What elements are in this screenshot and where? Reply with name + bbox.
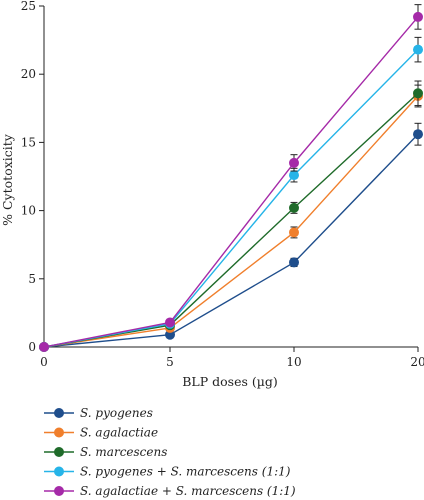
legend-label: S. marcescens (80, 445, 167, 459)
x-tick-label: 0 (40, 355, 48, 369)
data-point (289, 157, 299, 168)
y-tick-label: 10 (21, 204, 36, 218)
axes: 0 5 10 15 20 25 0 5 10 20 (21, 0, 424, 369)
data-point (413, 88, 423, 99)
series-3 (39, 80, 423, 352)
series-4 (39, 36, 423, 352)
data-point (289, 227, 299, 238)
legend-item-2: S. agalactiae (44, 426, 158, 440)
legend-marker (54, 447, 64, 457)
x-tick-label: 5 (166, 355, 174, 369)
y-tick-label: 25 (21, 0, 36, 13)
series-line (43, 92, 419, 348)
series-line (43, 16, 419, 348)
x-tick-label: 20 (410, 355, 424, 369)
data-point (413, 44, 423, 55)
data-point (413, 129, 423, 140)
x-tick-label: 10 (286, 355, 301, 369)
y-tick-label: 20 (21, 67, 36, 81)
series-5 (39, 4, 423, 352)
data-point (289, 257, 299, 268)
legend-marker (54, 427, 64, 438)
legend-item-3: S. marcescens (44, 445, 167, 459)
y-axis-title: % Cytotoxicity (0, 133, 15, 226)
series-2 (39, 84, 423, 352)
series-layer (39, 4, 423, 352)
legend-item-5: S. agalactiae + S. marcescens (1:1) (44, 484, 296, 498)
data-point (165, 317, 175, 328)
legend-marker (54, 486, 64, 496)
x-axis-title: BLP doses (µg) (182, 374, 277, 389)
data-point (39, 342, 49, 352)
series-line (43, 49, 419, 348)
legend-label: S. agalactiae (80, 426, 158, 440)
legend-item-4: S. pyogenes + S. marcescens (1:1) (44, 465, 291, 479)
series-line (43, 95, 419, 348)
legend-marker (54, 466, 64, 477)
legend-item-1: S. pyogenes (44, 406, 153, 420)
legend-marker (54, 408, 64, 418)
data-point (289, 170, 299, 181)
legend-label: S. agalactiae + S. marcescens (1:1) (80, 484, 296, 498)
data-point (413, 11, 423, 22)
y-tick-label: 0 (28, 340, 36, 354)
y-tick-label: 15 (21, 135, 36, 149)
legend-label: S. pyogenes (80, 406, 153, 420)
legend-label: S. pyogenes + S. marcescens (1:1) (80, 465, 291, 479)
data-point (289, 202, 299, 213)
legend: S. pyogenes S. agalactiae S. marcescens S. … (44, 406, 296, 498)
y-tick-label: 5 (28, 272, 36, 286)
series-1 (39, 122, 423, 352)
series-line (43, 133, 419, 348)
